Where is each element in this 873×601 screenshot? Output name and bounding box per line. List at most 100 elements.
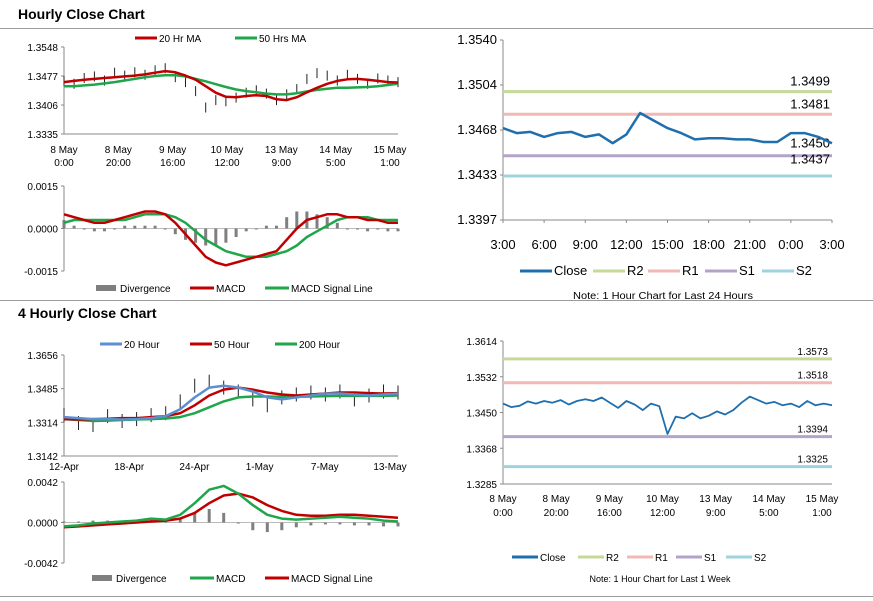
hourly-legend-divergence-swatch bbox=[96, 285, 116, 291]
hourly-divergence-bar bbox=[264, 225, 268, 229]
hourly-divergence-bar bbox=[234, 228, 238, 237]
hourly-divergence-bar bbox=[173, 228, 177, 235]
four-hourly-200-hour-line bbox=[63, 394, 399, 423]
four-hourly-divergence-bar bbox=[62, 521, 66, 523]
four-hourly-price-y-tick-label: 1.3314 bbox=[27, 418, 58, 429]
four-hourly-legend-divergence-label: Divergence bbox=[116, 574, 167, 585]
hourly-levels-x-tick-label: 6:00 bbox=[531, 237, 556, 252]
four-hourly-level-r1-label: 1.3518 bbox=[797, 371, 828, 382]
four-hourly-price-x-tick-label: 18-Apr bbox=[114, 462, 145, 473]
hourly-divergence-bar bbox=[214, 228, 218, 246]
hourly-level-r2-label: 1.3499 bbox=[790, 74, 830, 89]
hourly-divergence-bar bbox=[82, 228, 86, 230]
hourly-divergence-bar bbox=[366, 228, 370, 232]
four-hourly-levels-x-tick-label: 13 May bbox=[699, 494, 732, 505]
hourly-divergence-bar bbox=[335, 222, 339, 229]
hourly-price-x-tick-label: 14 May bbox=[319, 145, 352, 156]
four-hourly-levels-x-tick-label: 12:00 bbox=[650, 508, 675, 519]
hourly-divergence-bar bbox=[275, 225, 278, 229]
hourly-price-x-tick-label: 8 May bbox=[50, 145, 77, 156]
hourly-divergence-bar bbox=[194, 228, 198, 243]
hourly-levels-x-tick-label: 15:00 bbox=[651, 237, 684, 252]
hourly-levels-y-tick-label: 1.3433 bbox=[457, 167, 497, 182]
four-hourly-level-s1-label: 1.3394 bbox=[797, 425, 828, 436]
four-hourly-divergence-bar bbox=[236, 522, 240, 524]
hourly-divergence-bar bbox=[153, 225, 157, 229]
four-hourly-legend-20-hour-label: 20 Hour bbox=[124, 340, 160, 351]
four-hourly-levels-legend-r2-label: R2 bbox=[606, 553, 619, 564]
four-hourly-50-hour-line bbox=[63, 386, 399, 421]
hourly-price-x-tick-label: 0:00 bbox=[54, 158, 74, 169]
four-hourly-levels-y-tick-label: 1.3614 bbox=[466, 337, 497, 348]
four-hourly-divergence-bar bbox=[222, 512, 226, 523]
hourly-levels-x-tick-label: 12:00 bbox=[610, 237, 643, 252]
hourly-divergence-bar bbox=[62, 220, 66, 229]
four-hourly-divergence-bar bbox=[207, 509, 211, 523]
four-hourly-legend-macd-label: MACD bbox=[216, 574, 245, 585]
hourly-price-x-tick-label: 8 May bbox=[105, 145, 132, 156]
hourly-levels-legend-r1-label: R1 bbox=[682, 263, 699, 278]
four-hourly-level-s2-label: 1.3325 bbox=[797, 455, 828, 466]
four-hourly-levels-legend-s1-label: S1 bbox=[704, 553, 717, 564]
hourly-price-x-tick-label: 5:00 bbox=[326, 158, 346, 169]
hourly-divergence-bar bbox=[254, 228, 258, 230]
four-hourly-levels-x-tick-label: 8 May bbox=[489, 494, 516, 505]
hourly-macd-y-tick-label: -0.0015 bbox=[24, 267, 58, 278]
hourly-legend-macd-signal-label: MACD Signal Line bbox=[291, 284, 373, 295]
four-hourly-divergence-bar bbox=[396, 522, 400, 527]
four-hourly-levels-legend-s2-label: S2 bbox=[754, 553, 767, 564]
hourly-divergence-bar bbox=[386, 228, 390, 232]
four-hourly-divergence-bar bbox=[91, 520, 95, 523]
four-hourly-price-x-tick-label: 12-Apr bbox=[49, 462, 80, 473]
four-hourly-macd-y-tick-label: 0.0000 bbox=[27, 519, 58, 530]
hourly-levels-y-tick-label: 1.3540 bbox=[457, 32, 497, 47]
bottom-divider bbox=[0, 596, 873, 597]
hourly-levels-x-tick-label: 21:00 bbox=[733, 237, 766, 252]
hourly-price-x-tick-label: 20:00 bbox=[106, 158, 131, 169]
hourly-macd-signal-line bbox=[63, 213, 398, 259]
four-hourly-legend-50-hour-label: 50 Hour bbox=[214, 340, 250, 351]
hourly-levels-x-tick-label: 9:00 bbox=[573, 237, 598, 252]
hourly-levels-note: Note: 1 Hour Chart for Last 24 Hours bbox=[573, 291, 753, 302]
hourly-divergence-bar bbox=[163, 228, 167, 230]
hourly-divergence-bar bbox=[396, 228, 400, 232]
hourly-price-x-tick-label: 1:00 bbox=[380, 158, 400, 169]
hourly-price-y-tick-label: 1.3406 bbox=[27, 101, 58, 112]
hourly-levels-y-tick-label: 1.3504 bbox=[457, 77, 497, 92]
four-hourly-divergence-bar bbox=[193, 512, 197, 523]
hourly-divergence-bar bbox=[204, 228, 208, 246]
four-hourly-divergence-bar bbox=[367, 522, 371, 526]
hourly-levels-legend-close-label: Close bbox=[554, 263, 587, 278]
four-hourly-levels-x-tick-label: 14 May bbox=[752, 494, 785, 505]
four-hourly-price-x-tick-label: 1-May bbox=[246, 462, 274, 473]
hourly-divergence-bar bbox=[325, 217, 329, 229]
four-hourly-levels-legend-close-label: Close bbox=[540, 553, 566, 564]
four-hourly-divergence-bar bbox=[382, 522, 385, 527]
hourly-divergence-bar bbox=[345, 228, 349, 230]
hourly-price-x-tick-label: 16:00 bbox=[160, 158, 185, 169]
four-hourly-levels-close-line bbox=[502, 395, 833, 435]
hourly-levels-x-tick-label: 3:00 bbox=[819, 237, 844, 252]
hourly-divergence-bar bbox=[376, 228, 380, 230]
hourly-legend-50hrs-ma-label: 50 Hrs MA bbox=[259, 34, 307, 45]
four-hourly-macd-line bbox=[63, 484, 399, 528]
hourly-macd-y-tick-label: 0.0015 bbox=[27, 182, 58, 193]
four-hourly-levels-x-tick-label: 9 May bbox=[596, 494, 623, 505]
hourly-price-x-tick-label: 13 May bbox=[265, 145, 298, 156]
four-hourly-price-y-tick-label: 1.3656 bbox=[27, 351, 58, 362]
hourly-divergence-bar bbox=[315, 214, 319, 229]
hourly-levels-legend-s1-label: S1 bbox=[739, 263, 755, 278]
four-hourly-price-y-tick-label: 1.3485 bbox=[27, 385, 58, 396]
hourly-20hr-ma-line bbox=[63, 69, 399, 102]
four-hourly-levels-y-tick-label: 1.3368 bbox=[466, 444, 497, 455]
four-hourly-price-x-tick-label: 7-May bbox=[311, 462, 339, 473]
four-hourly-price-x-tick-label: 13-May bbox=[373, 462, 406, 473]
hourly-divergence-bar bbox=[143, 225, 147, 229]
hourly-level-s2-label: 1.3437 bbox=[790, 152, 830, 167]
hourly-price-x-tick-label: 9 May bbox=[159, 145, 186, 156]
four-hourly-levels-x-tick-label: 15 May bbox=[806, 494, 839, 505]
hourly-price-x-tick-label: 12:00 bbox=[214, 158, 239, 169]
four-hourly-legend-divergence-swatch bbox=[92, 575, 112, 581]
hourly-divergence-bar bbox=[295, 211, 299, 229]
